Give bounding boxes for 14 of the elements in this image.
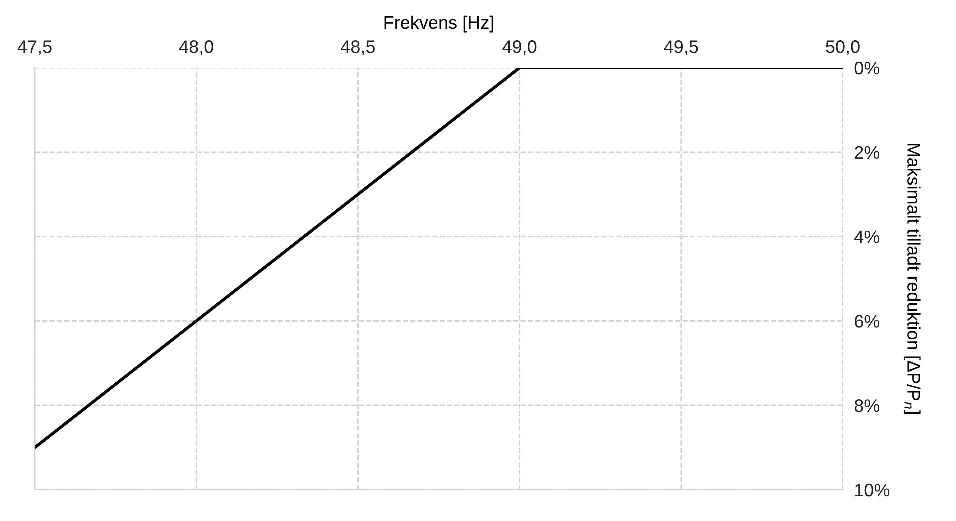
y-tick-label: 2% xyxy=(855,146,880,160)
y-tick-label: 4% xyxy=(854,230,880,244)
y-tick-label: 6% xyxy=(855,315,880,328)
x-tick-label: 48,5 xyxy=(341,40,376,56)
x-tick-label: 47,5 xyxy=(18,40,52,56)
y-tick-label: 8% xyxy=(854,400,880,412)
x-tick-label: 49,5 xyxy=(664,40,698,56)
x-axis-title: Frekvens [Hz] xyxy=(384,16,494,33)
x-tick-label: 50,0 xyxy=(826,40,860,56)
x-tick-label: 49,0 xyxy=(502,40,537,56)
y-axis-title: Maksimalt tilladt reduktion [ΔP/P$_{n}$] xyxy=(904,144,921,414)
x-tick-label: 48,0 xyxy=(179,40,214,56)
y-tick-label: 0% xyxy=(854,62,880,75)
y-tick-label: 10% xyxy=(855,484,890,497)
